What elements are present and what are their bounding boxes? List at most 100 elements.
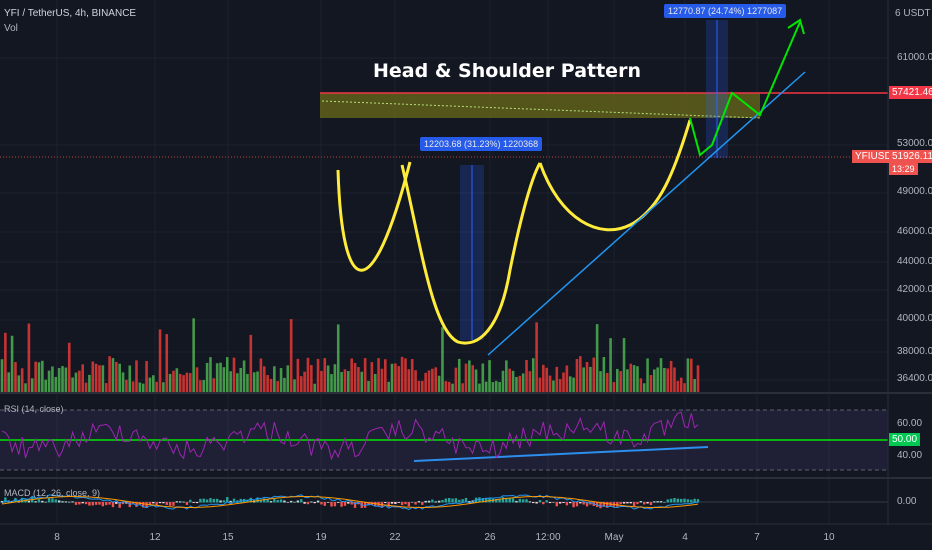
macd-histogram-bar — [461, 499, 464, 503]
macd-histogram-bar — [226, 497, 229, 503]
rsi-label: RSI (14, close) — [4, 404, 64, 414]
volume-bar — [330, 374, 333, 392]
volume-bar — [673, 367, 676, 392]
volume-bar — [595, 324, 599, 392]
symbol-price-tag: YFIUSDT — [852, 150, 901, 163]
volume-bar — [225, 357, 229, 392]
volume-bar — [138, 382, 142, 392]
macd-histogram-bar — [585, 502, 589, 507]
macd-histogram-bar — [447, 497, 451, 503]
macd-histogram-bar — [501, 497, 505, 503]
volume-bar — [689, 358, 693, 392]
volume-bar — [515, 376, 518, 392]
volume-bar — [350, 358, 353, 392]
macd-histogram-bar — [4, 497, 7, 503]
macd-histogram-bar — [98, 502, 101, 505]
volume-bar — [474, 369, 478, 392]
resistance-zone — [320, 93, 760, 118]
volume-bar — [468, 360, 471, 392]
volume-bar — [178, 373, 182, 392]
volume-bar — [602, 356, 606, 392]
macd-histogram-bar — [397, 502, 400, 503]
volume-bar — [249, 334, 253, 392]
macd-histogram-bar — [195, 502, 199, 504]
volume-bar — [256, 371, 259, 392]
volume-bar — [145, 361, 148, 392]
volume-bar — [182, 375, 185, 392]
macd-histogram-bar — [690, 499, 693, 503]
volume-bar — [390, 363, 394, 392]
volume-bar — [528, 371, 532, 392]
volume-bar — [343, 369, 347, 392]
macd-histogram-bar — [74, 502, 78, 505]
macd-histogram-bar — [693, 498, 696, 503]
macd-histogram-bar — [199, 498, 202, 503]
macd-label: MACD (12, 26, close, 9) — [4, 488, 101, 498]
price-axis-header[interactable]: 6 USDT — [895, 8, 931, 19]
macd-histogram-bar — [209, 498, 212, 503]
macd-histogram-bar — [215, 498, 219, 503]
macd-line — [1, 494, 699, 511]
macd-histogram-bar — [222, 500, 226, 503]
volume-bar — [414, 370, 417, 392]
volume-bar — [310, 365, 313, 392]
macd-histogram-bar — [367, 502, 370, 506]
volume-bar — [431, 368, 434, 392]
volume-bar — [488, 360, 491, 392]
volume-bar — [612, 382, 616, 392]
macd-histogram-bar — [437, 500, 441, 503]
macd-histogram-bar — [105, 502, 108, 506]
volume-bar — [239, 367, 243, 392]
volume-bar — [572, 377, 575, 392]
macd-histogram-bar — [552, 502, 555, 503]
macd-histogram-bar — [629, 502, 632, 504]
volume-bar — [279, 368, 283, 392]
volume-bar — [4, 332, 7, 392]
volume-bar — [639, 378, 643, 392]
volume-bar — [582, 367, 585, 392]
macd-histogram-bar — [108, 502, 111, 505]
volume-bar — [609, 338, 612, 392]
volume-bar — [629, 363, 633, 392]
macd-histogram-bar — [515, 500, 518, 503]
axis-top-tick: 6 — [895, 8, 901, 19]
macd-histogram-bar — [158, 502, 162, 504]
price-tick: 38000.00 — [897, 346, 932, 357]
volume-bar — [128, 365, 132, 392]
volume-bar — [165, 334, 169, 392]
volume-bar — [636, 366, 639, 392]
volume-bar — [696, 365, 700, 392]
macd-histogram — [0, 496, 700, 509]
macd-histogram-bar — [565, 502, 569, 506]
volume-bar — [336, 324, 340, 392]
macd-histogram-bar — [673, 498, 676, 503]
volume-bar — [471, 365, 475, 392]
macd-histogram-bar — [374, 502, 377, 507]
macd-histogram-bar — [289, 500, 293, 503]
macd-histogram-bar — [232, 498, 236, 503]
volume-bar — [289, 319, 293, 392]
pattern-right-shoulder — [538, 119, 692, 232]
volume-bar — [20, 368, 24, 392]
rsi-tick: 60.00 — [897, 418, 923, 429]
date-tick: May — [604, 532, 624, 543]
volume-bar — [616, 368, 619, 392]
volume-bar — [24, 383, 27, 392]
volume-bar — [199, 380, 202, 392]
candle-countdown: 13:29 — [889, 163, 918, 175]
measure-label-left: 12203.68 (31.23%) 1220368 — [420, 137, 543, 151]
macd-histogram-bar — [542, 502, 545, 505]
volume-bar — [135, 360, 138, 392]
macd-histogram-bar — [293, 501, 296, 503]
macd-histogram-bar — [259, 499, 263, 503]
volume-bar — [259, 358, 263, 392]
volume-bar — [296, 358, 300, 392]
macd-histogram-bar — [27, 500, 31, 503]
macd-histogram-bar — [649, 502, 653, 506]
macd-histogram-bar — [337, 502, 340, 503]
volume-bar — [209, 357, 212, 392]
macd-histogram-bar — [424, 500, 427, 503]
macd-histogram-bar — [145, 502, 148, 508]
volume-bar — [269, 378, 273, 392]
